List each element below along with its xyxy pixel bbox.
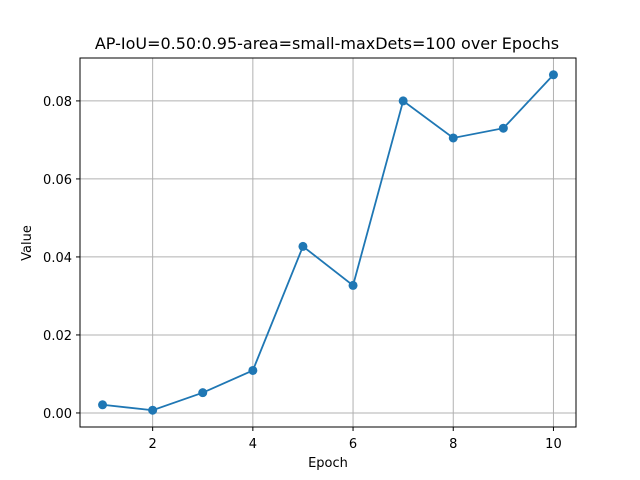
data-point	[348, 280, 358, 290]
data-point	[548, 70, 558, 80]
data-point	[398, 96, 408, 106]
y-tick-label: 0.04	[43, 251, 72, 266]
y-tick-label: 0.00	[43, 407, 72, 422]
y-tick-label: 0.08	[43, 95, 72, 110]
series	[98, 70, 558, 415]
x-tick-label: 6	[349, 437, 357, 452]
y-tick-label: 0.06	[43, 173, 72, 188]
x-axis-label: Epoch	[308, 456, 348, 471]
x-tick-label: 2	[149, 437, 157, 452]
data-point	[498, 123, 508, 133]
data-point	[98, 400, 108, 410]
data-point	[198, 388, 208, 398]
data-point	[448, 133, 458, 143]
grid	[80, 58, 576, 427]
ticks: 2 4 6 8 10 0.00 0.02 0.04 0.06 0.08	[43, 95, 562, 452]
x-tick-label: 10	[545, 437, 562, 452]
plot-frame	[79, 57, 577, 428]
data-point	[298, 241, 308, 251]
x-tick-label: 8	[449, 437, 457, 452]
series-line	[102, 74, 555, 412]
chart-title: AP-IoU=0.50:0.95-area=small-maxDets=100 …	[95, 34, 559, 53]
data-point	[148, 405, 158, 415]
y-tick-label: 0.02	[43, 329, 72, 344]
data-point	[248, 365, 258, 375]
x-tick-label: 4	[249, 437, 257, 452]
y-axis-label: Value	[20, 225, 35, 261]
